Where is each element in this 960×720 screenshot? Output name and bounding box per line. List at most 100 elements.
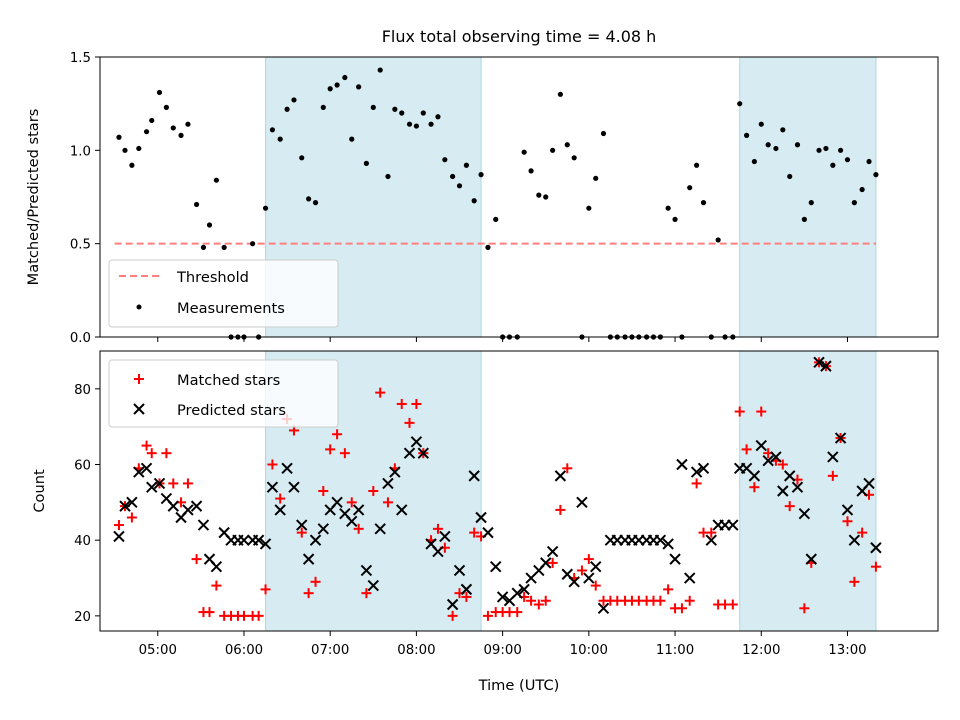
measurement-point	[178, 132, 184, 138]
measurements-legend-label: Measurements	[177, 300, 285, 317]
matched-star-point	[296, 527, 307, 538]
predicted-star-point	[331, 496, 343, 509]
measurement-point	[163, 104, 169, 110]
matched-star-point	[469, 527, 480, 538]
measurement-point	[672, 216, 678, 222]
predicted-star-point	[805, 553, 817, 565]
x-tick-label: 12:00	[742, 643, 780, 658]
measurement-point	[342, 74, 348, 81]
predicted-star-point	[468, 470, 480, 482]
matched-star-point	[590, 580, 601, 591]
measurement-point	[830, 162, 836, 168]
predicted-star-point	[167, 500, 179, 512]
measurement-point	[456, 183, 463, 189]
predicted-star-point	[460, 583, 473, 596]
predicted-star-point	[762, 455, 774, 467]
top-x-ticks	[157, 337, 848, 342]
measurement-point	[463, 162, 470, 168]
predicted-star-point	[870, 542, 882, 554]
measurement-point	[249, 241, 256, 247]
predicted-star-point	[576, 496, 588, 509]
predicted-star-point	[396, 504, 408, 516]
matched-star-point	[267, 459, 278, 470]
x-tick-label: 06:00	[225, 643, 263, 658]
predicted-legend-swatch	[133, 403, 145, 415]
bottom-y-tick-label: 80	[74, 383, 91, 398]
x-axis-label: Time (UTC)	[478, 677, 560, 694]
top-legend: Threshold Measurements	[108, 259, 339, 328]
bottom-x-ticks: 05:00 06:00 07:00 08:00 09:00 10:00 11:00 12:00…	[139, 631, 867, 658]
x-tick-label: 08:00	[397, 643, 435, 658]
predicted-star-point	[360, 564, 373, 577]
matched-star-point	[562, 463, 573, 474]
matched-star-point	[346, 497, 357, 508]
measurement-point	[406, 121, 413, 127]
measurement-point	[593, 175, 599, 181]
predicted-star-point	[133, 466, 145, 478]
measurement-point	[327, 86, 333, 92]
predicted-star-point	[389, 466, 401, 478]
matched-star-point	[827, 470, 838, 481]
matched-star-point	[146, 448, 157, 459]
measurement-point	[780, 127, 786, 133]
predicted-star-point	[554, 470, 567, 482]
measurement-point	[143, 129, 150, 135]
matched-star-point	[784, 501, 795, 512]
bottom-y-tick-label: 40	[74, 534, 91, 549]
predicted-star-point	[113, 530, 125, 543]
measurement-point	[536, 192, 542, 198]
predicted-star-point	[590, 560, 602, 573]
measurement-point	[129, 162, 135, 168]
matched-star-point	[583, 554, 594, 565]
predicted-star-point	[317, 523, 330, 535]
predicted-star-point	[119, 500, 131, 512]
measurement-point	[435, 114, 441, 120]
top-axes-frame	[99, 56, 939, 338]
measurement-point	[571, 155, 577, 161]
matched-star-point	[447, 610, 458, 621]
measurement-point	[185, 121, 191, 127]
matched-star-point	[339, 448, 350, 459]
measurement-point	[801, 216, 807, 222]
predicted-star-point	[813, 356, 825, 369]
predicted-star-point	[126, 496, 138, 509]
measurement-point	[420, 110, 426, 116]
measurement-point	[744, 132, 750, 138]
predicted-star-point	[266, 481, 279, 493]
predicted-star-point	[374, 523, 386, 535]
predicted-star-point	[690, 466, 703, 478]
matched-star-point	[663, 584, 674, 595]
measurement-point	[193, 201, 200, 208]
bottom-shaded-interval	[739, 350, 877, 632]
measurement-point	[794, 142, 801, 148]
measurement-point	[277, 136, 283, 142]
matched-star-point	[857, 527, 868, 538]
measurement-point	[363, 160, 370, 166]
top-y-axis-label: Matched/Predicted stars	[25, 109, 42, 286]
predicted-star-point	[432, 545, 444, 558]
measurement-point	[700, 200, 707, 206]
top-y-tick-label: 0.0	[70, 331, 91, 346]
matched-star-point	[253, 610, 264, 621]
predicted-star-point	[475, 511, 487, 524]
measurement-point	[808, 200, 814, 206]
measurement-point	[493, 216, 499, 222]
x-tick-label: 05:00	[139, 643, 177, 658]
measurement-point	[665, 205, 671, 211]
x-tick-label: 09:00	[483, 643, 521, 658]
measurement-point	[377, 67, 383, 73]
measurement-point	[715, 237, 721, 243]
x-tick-label: 13:00	[828, 643, 866, 658]
matched-star-point	[576, 565, 587, 576]
x-tick-label: 07:00	[311, 643, 349, 658]
measurement-point	[312, 200, 319, 206]
matched-star-point	[113, 520, 124, 531]
predicted-star-point	[210, 560, 223, 573]
matched-star-point	[318, 486, 329, 496]
predicted-star-point	[182, 504, 194, 516]
predicted-star-point	[252, 534, 265, 546]
top-y-tick-label: 1.0	[70, 144, 91, 159]
matched-star-point	[533, 599, 544, 610]
measurement-point	[392, 106, 398, 112]
